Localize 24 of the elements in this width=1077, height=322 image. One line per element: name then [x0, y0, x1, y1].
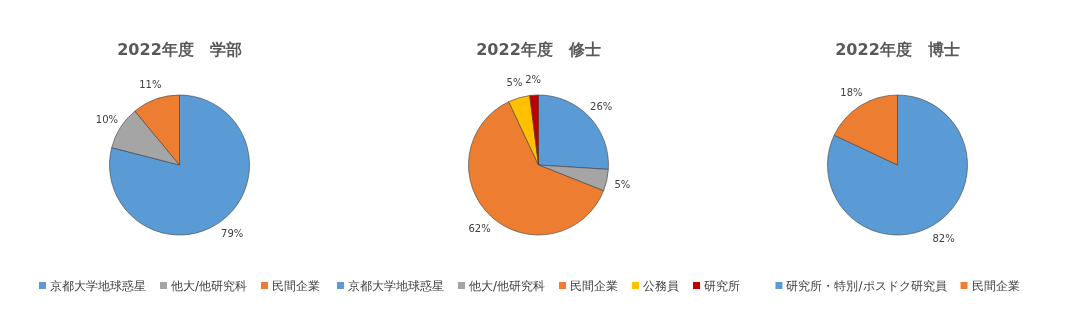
legend-label: 他大/他研究科 — [468, 279, 546, 293]
chart-title: 2022年度 修士 — [476, 40, 601, 59]
legend-label: 京都大学地球惑星 — [347, 279, 444, 293]
data-label: 18% — [840, 87, 863, 99]
legend-label: 民間企業 — [971, 279, 1020, 293]
chart-title: 2022年度 学部 — [117, 40, 242, 59]
data-label: 62% — [468, 222, 491, 234]
legend-label: 民間企業 — [570, 279, 619, 293]
chart-title: 2022年度 博士 — [835, 40, 960, 59]
data-label: 5% — [506, 77, 523, 89]
data-label: 2% — [525, 74, 542, 86]
legend-label: 他大/他研究科 — [170, 279, 248, 293]
data-label: 82% — [932, 232, 955, 244]
legend-label: 研究所 — [704, 279, 741, 293]
legend-label: 京都大学地球惑星 — [49, 279, 146, 293]
data-label: 11% — [139, 79, 162, 91]
legend-label: 研究所・特別/ポスドク研究員 — [786, 279, 947, 293]
legend-label: 民間企業 — [272, 279, 321, 293]
data-label: 10% — [95, 113, 118, 125]
data-label: 79% — [221, 227, 244, 239]
data-label: 26% — [590, 101, 613, 113]
pie-slice — [827, 94, 968, 236]
legend-label: 公務員 — [643, 279, 680, 293]
data-label: 5% — [614, 178, 631, 190]
